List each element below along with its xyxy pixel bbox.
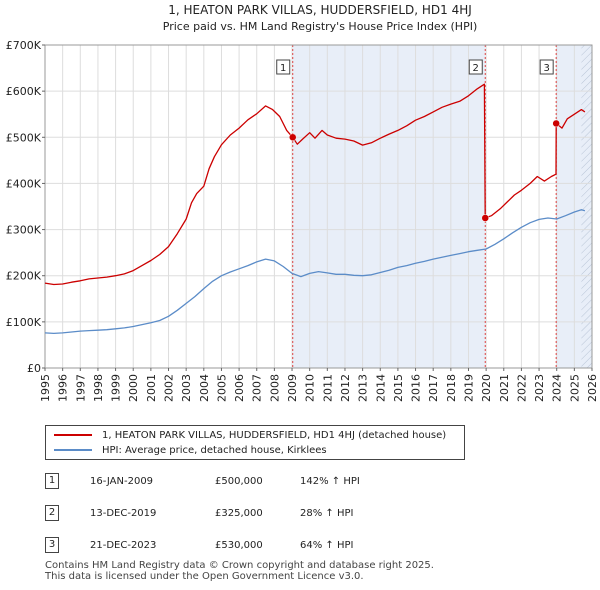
series-line-hpi — [44, 209, 586, 335]
x-tick-label: 1995 — [39, 374, 52, 402]
x-tick-label: 2007 — [251, 374, 264, 402]
x-tick-label: 2000 — [127, 374, 140, 402]
legend-swatch-hpi — [54, 449, 92, 451]
legend-item-hpi: HPI: Average price, detached house, Kirk… — [54, 443, 327, 459]
price-chart: 1, HEATON PARK VILLAS, HUDDERSFIELD, HD1… — [6, 3, 599, 402]
footer-line-2: This data is licensed under the Open Gov… — [45, 571, 364, 582]
x-tick-label: 1996 — [57, 374, 70, 402]
x-tick-label: 1998 — [92, 374, 105, 402]
x-tick-label: 1999 — [110, 374, 123, 402]
transaction-price: £530,000 — [215, 540, 263, 551]
x-tick-label: 2012 — [339, 374, 352, 402]
x-tick-label: 2025 — [568, 374, 581, 402]
x-tick-label: 2018 — [445, 374, 458, 402]
sale-point — [481, 214, 489, 222]
marker-label-box — [539, 59, 554, 75]
x-tick-label: 2008 — [268, 374, 281, 402]
transaction-price: £325,000 — [215, 508, 263, 519]
x-tick-label: 2009 — [286, 374, 299, 402]
marker-label-box — [468, 59, 483, 75]
x-tick-label: 2013 — [357, 374, 370, 402]
transaction-number: 3 — [45, 537, 59, 553]
y-tick-label: £700K — [6, 39, 42, 52]
chart-title: 1, HEATON PARK VILLAS, HUDDERSFIELD, HD1… — [168, 3, 472, 17]
x-tick-label: 2014 — [374, 374, 387, 402]
transaction-hpi-change: 28% ↑ HPI — [300, 508, 354, 519]
y-tick-label: £100K — [6, 316, 42, 329]
plot-frame — [44, 44, 593, 369]
table-row: 1 16-JAN-2009 £500,000 142% ↑ HPI — [45, 471, 445, 493]
chart-legend: 1, HEATON PARK VILLAS, HUDDERSFIELD, HD1… — [45, 425, 465, 460]
x-tick-label: 2002 — [163, 374, 176, 402]
sale-point — [288, 133, 297, 142]
legend-label-hpi: HPI: Average price, detached house, Kirk… — [102, 445, 327, 456]
x-tick-label: 2019 — [462, 374, 475, 402]
x-tick-label: 2006 — [233, 374, 246, 402]
transaction-date: 13-DEC-2019 — [90, 508, 157, 519]
transaction-price: £500,000 — [215, 476, 263, 487]
table-row: 2 13-DEC-2019 £325,000 28% ↑ HPI — [45, 503, 445, 525]
legend-item-property: 1, HEATON PARK VILLAS, HUDDERSFIELD, HD1… — [54, 428, 446, 444]
x-tick-label: 2001 — [145, 374, 158, 402]
y-tick-label: £400K — [6, 177, 42, 190]
marker-label: 2 — [473, 63, 479, 74]
forecast-hatch — [581, 45, 592, 368]
x-tick-label: 2010 — [304, 374, 317, 402]
y-tick-label: £500K — [6, 131, 42, 144]
y-tick-label: £0 — [27, 362, 41, 375]
series-line-property — [44, 83, 586, 286]
footer-attribution: Contains HM Land Registry data © Crown c… — [45, 560, 434, 582]
legend-swatch-property — [54, 434, 92, 436]
y-tick-label: £200K — [6, 270, 42, 283]
chart-subtitle: Price paid vs. HM Land Registry's House … — [163, 20, 478, 33]
legend-label-property: 1, HEATON PARK VILLAS, HUDDERSFIELD, HD1… — [102, 430, 447, 441]
x-tick-label: 2026 — [586, 374, 599, 402]
x-tick-label: 2023 — [533, 374, 546, 402]
x-tick-label: 2004 — [198, 374, 211, 402]
x-tick-label: 2015 — [392, 374, 405, 402]
marker-label-box — [276, 59, 291, 75]
x-tick-label: 2003 — [180, 374, 193, 402]
x-tick-label: 2022 — [515, 374, 528, 402]
footer-line-1: Contains HM Land Registry data © Crown c… — [45, 560, 434, 571]
x-tick-label: 2016 — [410, 374, 423, 402]
x-tick-label: 2005 — [215, 374, 228, 402]
transaction-hpi-change: 64% ↑ HPI — [300, 540, 354, 551]
shaded-period — [292, 45, 486, 368]
x-tick-label: 2020 — [480, 374, 493, 402]
transaction-hpi-change: 142% ↑ HPI — [300, 476, 360, 487]
x-tick-label: 2017 — [427, 374, 440, 402]
marker-label: 1 — [280, 63, 286, 74]
x-tick-label: 2024 — [551, 374, 564, 402]
x-tick-label: 1997 — [74, 374, 87, 402]
plot-area: £0 £100K £200K £300K £400K £500K £600K £700K 199… — [6, 39, 599, 402]
sale-point — [552, 119, 560, 128]
y-tick-label: £300K — [6, 224, 42, 237]
x-tick-label: 2011 — [321, 374, 334, 402]
y-tick-label: £600K — [6, 85, 42, 98]
x-tick-label: 2021 — [498, 374, 511, 402]
table-row: 3 21-DEC-2023 £530,000 64% ↑ HPI — [45, 535, 445, 557]
transaction-date: 16-JAN-2009 — [90, 476, 154, 487]
marker-label: 3 — [543, 63, 549, 74]
transaction-number: 1 — [45, 473, 59, 489]
transaction-date: 21-DEC-2023 — [90, 540, 157, 551]
transaction-number: 2 — [45, 505, 59, 521]
